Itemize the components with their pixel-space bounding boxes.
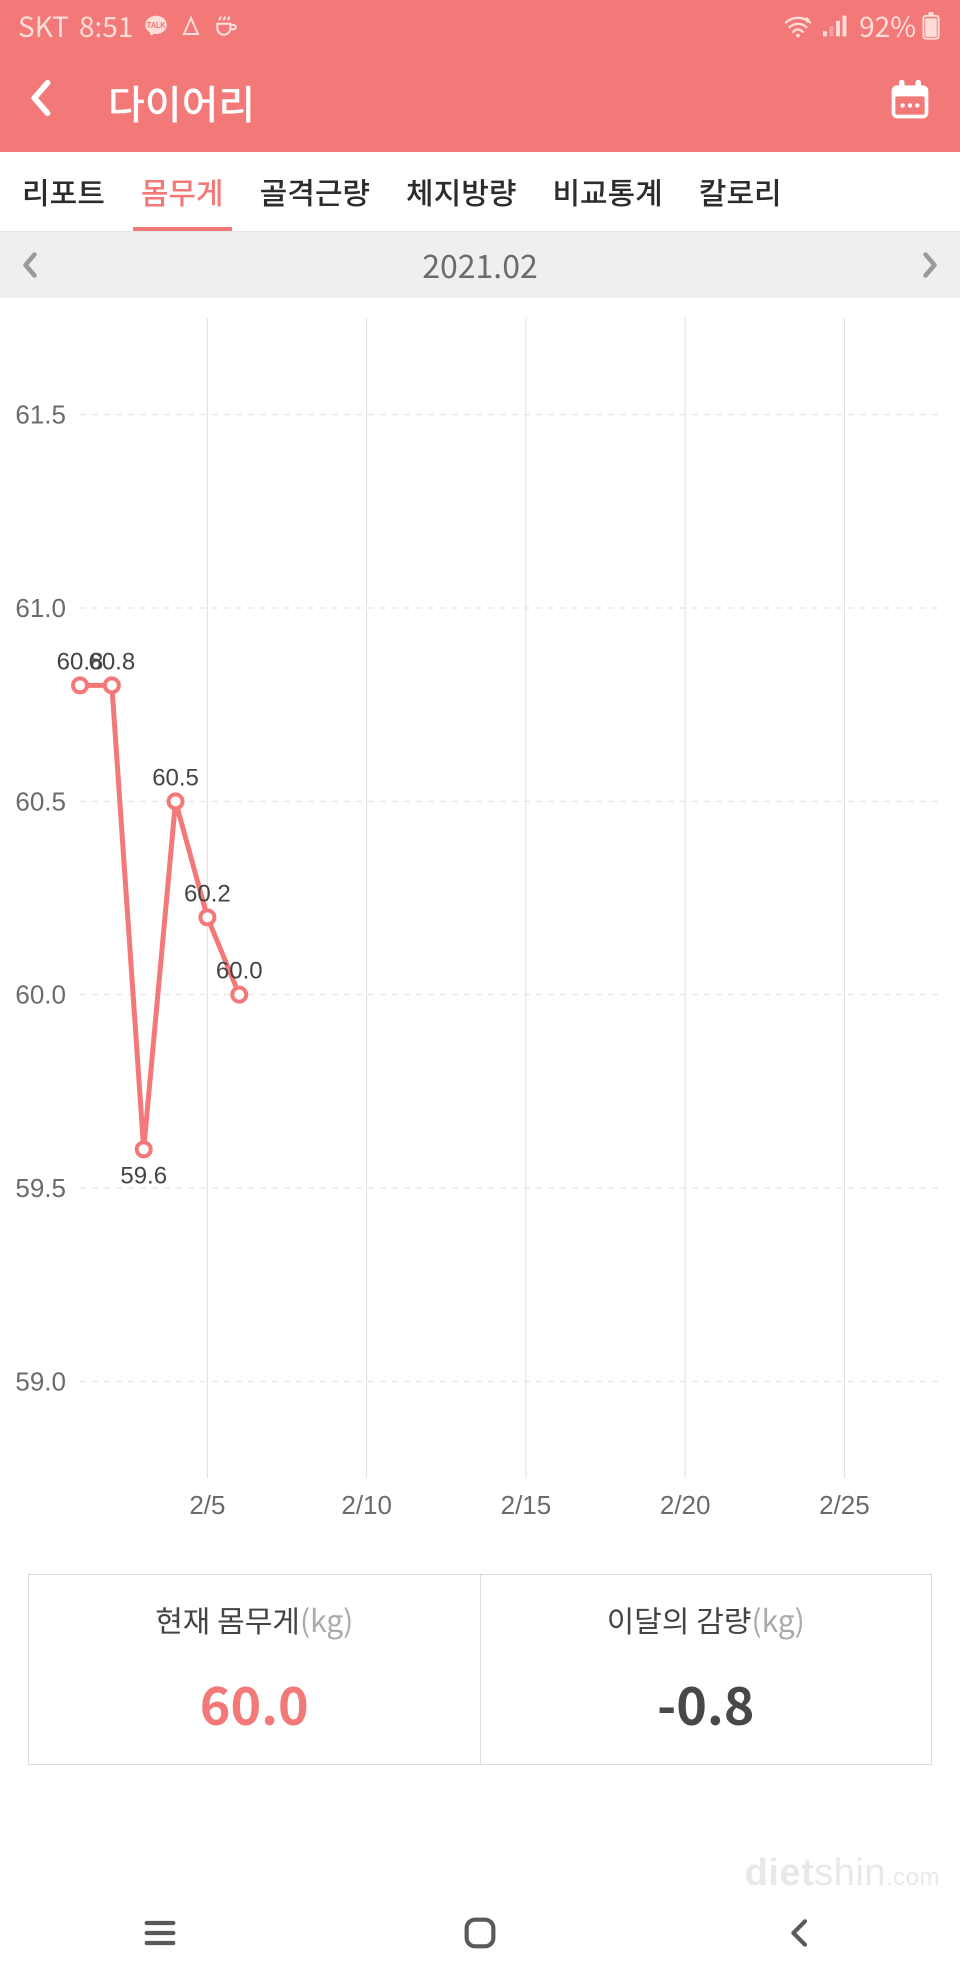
svg-text:61.0: 61.0 [15, 593, 66, 623]
date-navigator: 2021.02 [0, 232, 960, 298]
back-button[interactable] [28, 76, 68, 128]
watermark-a: diet [745, 1852, 815, 1894]
cup-icon [213, 13, 239, 39]
current-weight-card: 현재 몸무게(kg) 60.0 [29, 1575, 481, 1764]
carrier-label: SKT [18, 6, 69, 46]
battery-pct-label: 92% [859, 6, 916, 46]
svg-text:60.2: 60.2 [184, 880, 231, 907]
svg-text:60.5: 60.5 [152, 764, 199, 791]
svg-text:2/15: 2/15 [501, 1490, 552, 1520]
tab-calorie[interactable]: 칼로리 [681, 169, 800, 231]
status-bar: SKT 8:51 TALK 92% [0, 0, 960, 52]
tab-muscle[interactable]: 골격근량 [242, 169, 388, 231]
svg-text:60.0: 60.0 [15, 980, 66, 1010]
tab-report[interactable]: 리포트 [4, 169, 123, 231]
calendar-button[interactable] [888, 78, 932, 127]
recents-button[interactable] [100, 1913, 220, 1953]
svg-text:59.5: 59.5 [15, 1173, 66, 1203]
svg-text:60.0: 60.0 [216, 958, 263, 985]
current-weight-value: 60.0 [29, 1665, 480, 1740]
summary-panel: 현재 몸무게(kg) 60.0 이달의 감량(kg) -0.8 [28, 1574, 932, 1765]
prev-month-button[interactable] [20, 241, 40, 290]
tab-fat[interactable]: 체지방량 [388, 169, 534, 231]
signal-icon [823, 14, 849, 38]
home-button[interactable] [420, 1913, 540, 1953]
svg-text:61.5: 61.5 [15, 400, 66, 430]
tab-bar: 리포트 몸무게 골격근량 체지방량 비교통계 칼로리 [0, 152, 960, 232]
tab-weight[interactable]: 몸무게 [123, 169, 242, 231]
current-weight-label: 현재 몸무게(kg) [29, 1597, 480, 1641]
svg-text:60.8: 60.8 [88, 648, 135, 675]
app-icon [179, 14, 203, 38]
watermark: dietshin.com [745, 1852, 940, 1895]
page-title: 다이어리 [108, 73, 255, 131]
month-loss-value: -0.8 [481, 1665, 932, 1740]
status-left: SKT 8:51 TALK [18, 6, 239, 46]
current-weight-label-text: 현재 몸무게 [155, 1597, 300, 1641]
watermark-b: shin [814, 1852, 886, 1894]
android-navbar [0, 1893, 960, 1973]
weight-chart: 59.0 59.5 60.0 60.5 61.0 61.5 2/5 2/10 2/15 2/20 2… [0, 298, 960, 1538]
nav-back-button[interactable] [740, 1913, 860, 1953]
tab-compare[interactable]: 비교통계 [534, 169, 680, 231]
month-loss-label: 이달의 감량(kg) [481, 1597, 932, 1641]
svg-text:TALK: TALK [147, 20, 167, 31]
month-loss-unit: (kg) [751, 1597, 804, 1641]
svg-text:2/5: 2/5 [189, 1490, 225, 1520]
month-loss-card: 이달의 감량(kg) -0.8 [481, 1575, 932, 1764]
svg-text:2/10: 2/10 [341, 1490, 392, 1520]
svg-text:59.6: 59.6 [120, 1162, 167, 1189]
status-right: 92% [783, 6, 942, 46]
app-header: 다이어리 [0, 52, 960, 152]
date-label: 2021.02 [40, 242, 920, 288]
wifi-icon [783, 14, 813, 38]
watermark-c: .com [886, 1864, 940, 1891]
svg-text:60.5: 60.5 [15, 786, 66, 816]
battery-indicator: 92% [859, 6, 942, 46]
current-weight-unit: (kg) [300, 1597, 353, 1641]
svg-text:59.0: 59.0 [15, 1366, 66, 1396]
clock-label: 8:51 [79, 6, 133, 46]
next-month-button[interactable] [920, 241, 940, 290]
svg-text:2/20: 2/20 [660, 1490, 711, 1520]
kakaotalk-icon: TALK [143, 13, 169, 39]
svg-text:2/25: 2/25 [819, 1490, 870, 1520]
month-loss-label-text: 이달의 감량 [607, 1597, 752, 1641]
